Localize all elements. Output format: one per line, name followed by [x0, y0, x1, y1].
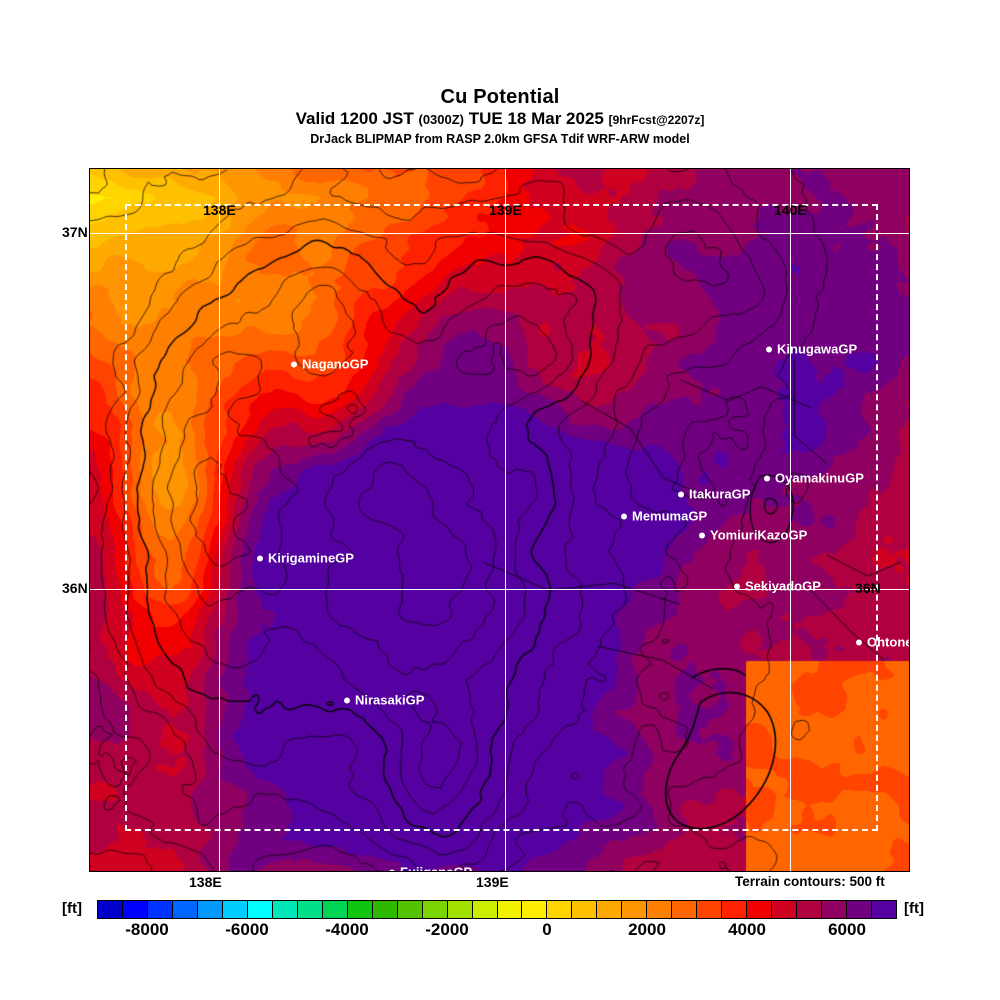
colorbar[interactable]: [97, 900, 897, 919]
model-line: DrJack BLIPMAP from RASP 2.0km GFSA Tdif…: [310, 132, 690, 146]
colorbar-segment: [422, 901, 448, 918]
colorbar-block: [ft] [ft] -8000 -6000 -4000 -2000 0 2000 4000 6…: [0, 900, 1000, 946]
colorbar-segment: [772, 901, 798, 918]
colorbar-segment: [172, 901, 198, 918]
forecast-tag: [9hrFcst@2207z]: [608, 113, 705, 127]
lon-tick-label-bottom: 138E: [189, 874, 222, 890]
colorbar-segment: [347, 901, 373, 918]
colorbar-segment: [672, 901, 698, 918]
colorbar-segment: [472, 901, 498, 918]
title-block: Cu Potential Valid 1200 JST (0300Z) TUE …: [0, 86, 1000, 147]
colorbar-segment: [447, 901, 473, 918]
colorbar-tick: -8000: [125, 920, 169, 939]
colorbar-segment: [597, 901, 623, 918]
colorbar-segment: [322, 901, 348, 918]
colorbar-segment: [722, 901, 748, 918]
colorbar-segment: [222, 901, 248, 918]
valid-time-zulu: (0300Z): [418, 112, 465, 127]
colorbar-segment: [747, 901, 773, 918]
valid-date: TUE 18 Mar 2025: [468, 109, 604, 128]
colorbar-tick: 2000: [628, 920, 666, 939]
colorbar-segment: [647, 901, 673, 918]
colorbar-unit-left: [ft]: [62, 900, 82, 917]
colorbar-segment: [122, 901, 148, 918]
colorbar-tick: 0: [542, 920, 552, 939]
colorbar-segment: [822, 901, 848, 918]
cu-potential-heatmap: [90, 169, 909, 871]
colorbar-segment: [697, 901, 723, 918]
colorbar-segment: [872, 901, 896, 918]
colorbar-segment: [147, 901, 173, 918]
valid-time-line: Valid 1200 JST (0300Z) TUE 18 Mar 2025 […: [0, 109, 1000, 130]
colorbar-segment: [197, 901, 223, 918]
valid-time-prefix: Valid 1200 JST: [295, 109, 414, 128]
colorbar-unit-right: [ft]: [904, 900, 924, 917]
colorbar-segment: [522, 901, 548, 918]
map-frame[interactable]: NaganoGP KinugawaGP OyamakinuGP ItakuraGP Me…: [89, 168, 910, 872]
colorbar-segment: [397, 901, 423, 918]
colorbar-tick: -4000: [325, 920, 369, 939]
colorbar-tick: -6000: [225, 920, 269, 939]
colorbar-segment: [622, 901, 648, 918]
colorbar-tick: 4000: [728, 920, 766, 939]
colorbar-segment: [547, 901, 573, 918]
colorbar-segment: [297, 901, 323, 918]
lat-tick-label-left: 36N: [62, 580, 88, 596]
colorbar-segment: [247, 901, 273, 918]
colorbar-tick: -2000: [425, 920, 469, 939]
page-title: Cu Potential: [440, 86, 560, 108]
lon-tick-label-bottom: 139E: [476, 874, 509, 890]
terrain-contour-note: Terrain contours: 500 ft: [735, 874, 885, 889]
colorbar-segment: [272, 901, 298, 918]
colorbar-segment: [847, 901, 873, 918]
lat-tick-label-right: 36N: [855, 580, 881, 596]
colorbar-segment: [497, 901, 523, 918]
colorbar-tick: 6000: [828, 920, 866, 939]
colorbar-segment: [98, 901, 123, 918]
lat-tick-label-left: 37N: [62, 224, 88, 240]
colorbar-segment: [372, 901, 398, 918]
colorbar-segment: [572, 901, 598, 918]
colorbar-segment: [797, 901, 823, 918]
